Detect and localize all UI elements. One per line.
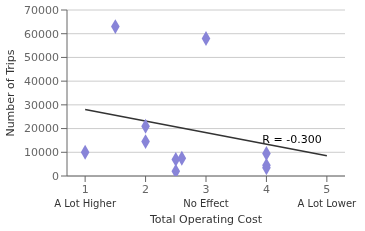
svg-text:20000: 20000 [24, 122, 59, 135]
svg-text:A Lot Lower: A Lot Lower [298, 198, 357, 209]
svg-text:5: 5 [323, 183, 330, 196]
svg-text:3: 3 [203, 183, 210, 196]
svg-text:70000: 70000 [24, 4, 59, 17]
svg-text:A Lot Higher: A Lot Higher [54, 198, 117, 209]
svg-text:R = -0.300: R = -0.300 [262, 133, 321, 146]
svg-text:Number of Trips: Number of Trips [8, 49, 17, 136]
svg-text:60000: 60000 [24, 28, 59, 41]
svg-text:40000: 40000 [24, 75, 59, 88]
svg-text:No Effect: No Effect [183, 198, 229, 209]
svg-text:50000: 50000 [24, 51, 59, 64]
svg-text:10000: 10000 [24, 146, 59, 159]
svg-text:Total Operating Cost: Total Operating Cost [149, 213, 263, 226]
svg-text:1: 1 [82, 183, 89, 196]
svg-text:4: 4 [263, 183, 270, 196]
svg-text:30000: 30000 [24, 99, 59, 112]
svg-text:2: 2 [142, 183, 149, 196]
svg-text:0: 0 [52, 170, 59, 183]
